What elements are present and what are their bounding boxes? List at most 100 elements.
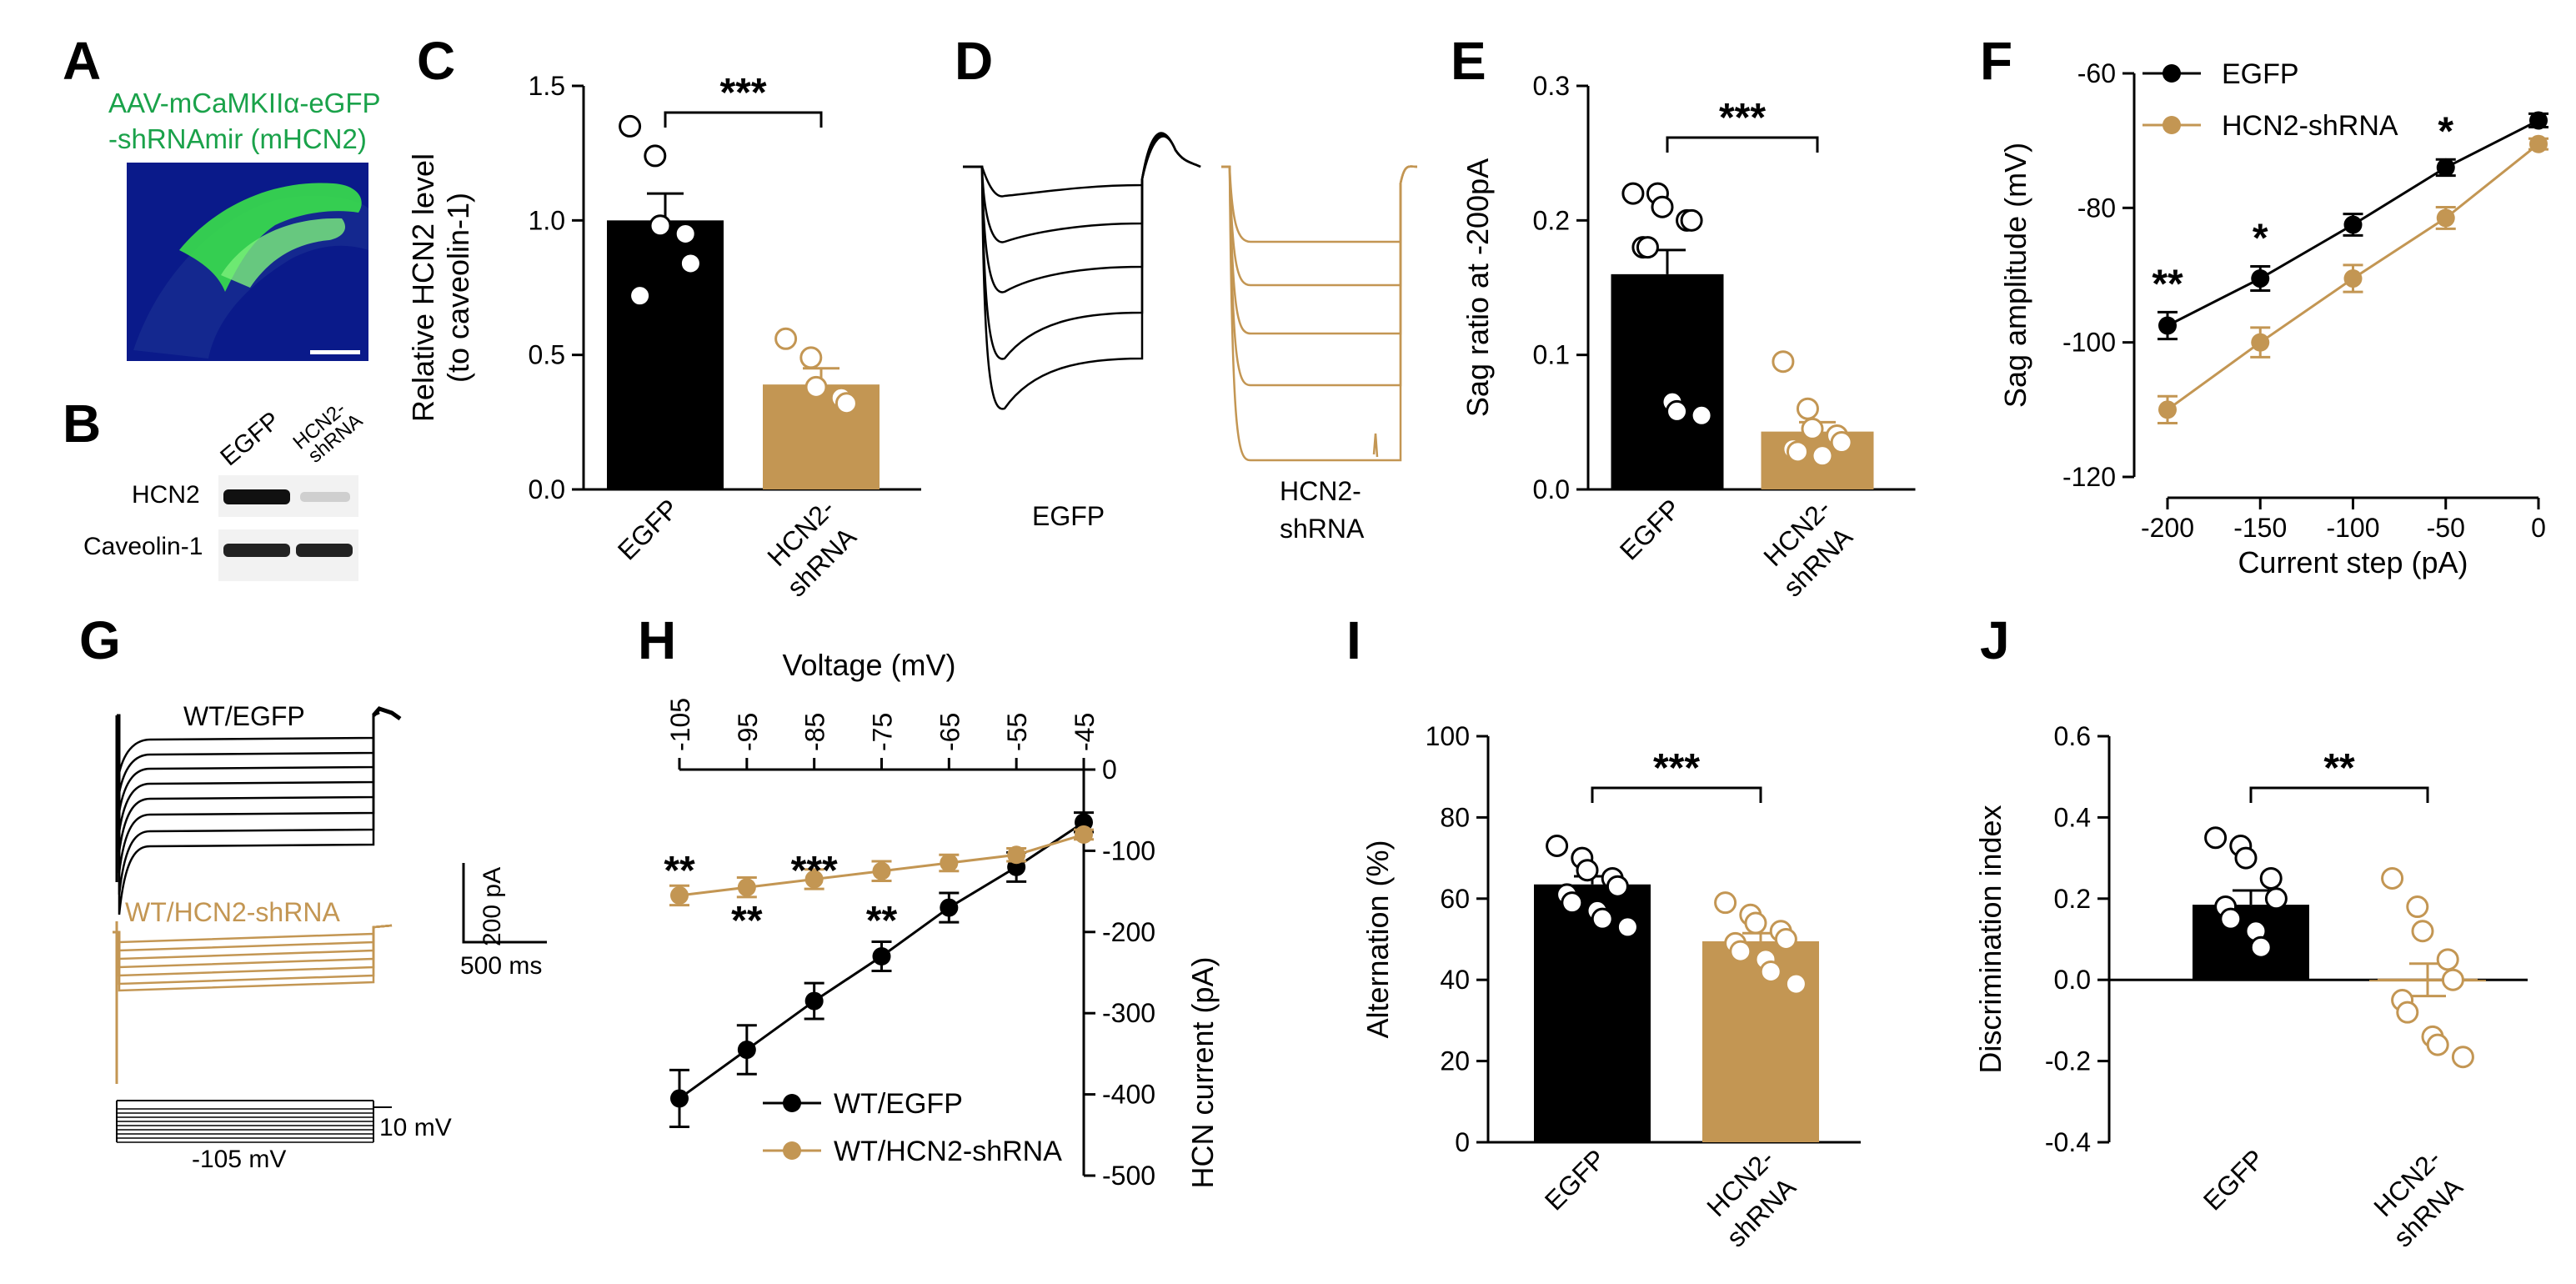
panel-g: WT/EGFP WT/HCN2-shRNA 200 pA 500 ms 10 m…	[113, 701, 547, 1173]
data-point	[1075, 825, 1093, 844]
y-tick-label: 0.4	[2054, 802, 2091, 832]
data-point	[2441, 968, 2464, 991]
y-tick-label: 0.0	[2054, 965, 2091, 995]
data-point	[1714, 891, 1737, 915]
significance-stars: ***	[719, 71, 766, 115]
data-point	[2406, 895, 2429, 919]
data-point	[2264, 887, 2288, 910]
data-point	[2381, 866, 2404, 890]
panel-letter-d: D	[955, 31, 993, 91]
chart-h: -105 -95 -85 -75 -65 -55 -45 Voltage (mV) 0 -100 -…	[664, 648, 1220, 1191]
data-point	[2343, 269, 2363, 288]
data-point	[737, 878, 756, 897]
panel-a-caption-line2: -shRNAmir (mHCN2)	[108, 123, 367, 154]
scale-bar	[310, 350, 360, 354]
y-axis-label: Sag amplitude (mV)	[1998, 143, 2032, 408]
voltage-trace	[1221, 165, 1418, 335]
data-point	[679, 252, 702, 275]
significance-stars: ***	[791, 849, 838, 893]
y-tick-label: -100	[1102, 835, 1155, 865]
blot-band-hcn2-shrna	[300, 492, 350, 502]
data-point	[2259, 866, 2283, 890]
y-tick-label: -300	[1102, 998, 1155, 1028]
blot-band-caveolin-shrna	[296, 544, 353, 557]
legend-marker	[783, 1094, 801, 1112]
y-axis-label: (to caveolin-1)	[441, 193, 475, 383]
data-point	[1666, 399, 1689, 423]
data-point	[804, 870, 824, 889]
data-point	[1561, 891, 1584, 915]
significance-stars: ***	[1719, 96, 1766, 140]
significance-stars: **	[731, 899, 763, 943]
significance-stars: **	[664, 849, 695, 893]
y-tick-label: 0.5	[529, 340, 565, 370]
data-point	[1616, 915, 1639, 939]
data-point	[1680, 208, 1703, 232]
voltage-trace	[1221, 165, 1418, 287]
x-tick-label: -50	[2427, 513, 2465, 543]
data-point	[2251, 269, 2270, 288]
protocol-label-low: -105 mV	[192, 1146, 286, 1173]
voltage-trace-spike	[1372, 433, 1379, 458]
data-point	[872, 947, 891, 966]
significance-stars: **	[2323, 746, 2355, 790]
panel-letter-f: F	[1980, 31, 2012, 91]
significance-stars: **	[2152, 262, 2183, 306]
data-point	[1759, 960, 1782, 983]
panel-b: EGFP HCN2- shRNA HCN2 Caveolin-1	[83, 398, 367, 581]
data-point	[1784, 972, 1807, 996]
x-category-label: EGFP	[1614, 493, 1686, 565]
data-point	[2158, 400, 2177, 419]
y-axis-label: HCN current (pA)	[1185, 956, 1220, 1188]
legend-marker	[2163, 64, 2181, 83]
data-point	[2529, 134, 2548, 153]
data-point	[1690, 404, 1713, 427]
data-point	[2436, 948, 2459, 971]
data-point	[774, 327, 798, 350]
trace-label-shrna-2: shRNA	[1280, 514, 1365, 544]
data-point	[649, 214, 672, 238]
y-tick-label: 0.0	[529, 474, 565, 504]
trace-label-wt-egfp: WT/EGFP	[183, 701, 305, 731]
protocol-label-high: 10 mV	[379, 1114, 452, 1141]
x-tick-label: -100	[2326, 513, 2379, 543]
data-point	[2234, 846, 2258, 870]
traces-egfp	[963, 132, 1201, 410]
protocol-steps	[116, 1100, 392, 1143]
x-tick-label: -200	[2141, 513, 2194, 543]
scale-bar-g	[462, 863, 547, 944]
micrograph-green-signal	[179, 183, 362, 292]
significance-bracket	[1666, 136, 1819, 153]
panel-letter-i: I	[1346, 610, 1361, 670]
y-tick-label: 0	[1455, 1127, 1470, 1157]
significance-stars: ***	[1653, 746, 1700, 790]
traces-shrna	[1221, 165, 1418, 462]
x-tick-label: -65	[935, 713, 965, 751]
data-point	[1811, 444, 1834, 468]
y-tick-label: 1.5	[529, 71, 565, 101]
panel-letter-c: C	[417, 31, 455, 91]
data-point	[2426, 1033, 2449, 1056]
data-point	[1830, 431, 1853, 454]
data-point	[2396, 1001, 2419, 1024]
data-point	[1744, 911, 1767, 935]
panel-letter-a: A	[63, 31, 101, 91]
bar-shrna	[763, 384, 880, 489]
y-tick-label: -100	[2062, 328, 2116, 358]
current-trace	[113, 924, 393, 944]
legend-marker	[783, 1141, 801, 1160]
scale-bar-label-current: 200 pA	[479, 867, 506, 946]
x-tick-label: -55	[1002, 713, 1032, 751]
x-tick-label: 0	[2531, 513, 2546, 543]
y-tick-label: 40	[1440, 965, 1470, 995]
y-tick-label: -200	[1102, 917, 1155, 947]
micrograph-green-glow	[221, 218, 346, 288]
data-point	[2219, 907, 2243, 930]
y-tick-label: -80	[2077, 193, 2116, 223]
data-point	[1786, 440, 1809, 464]
data-point	[2204, 826, 2228, 850]
data-point	[804, 375, 828, 399]
y-tick-label: 20	[1440, 1046, 1470, 1076]
